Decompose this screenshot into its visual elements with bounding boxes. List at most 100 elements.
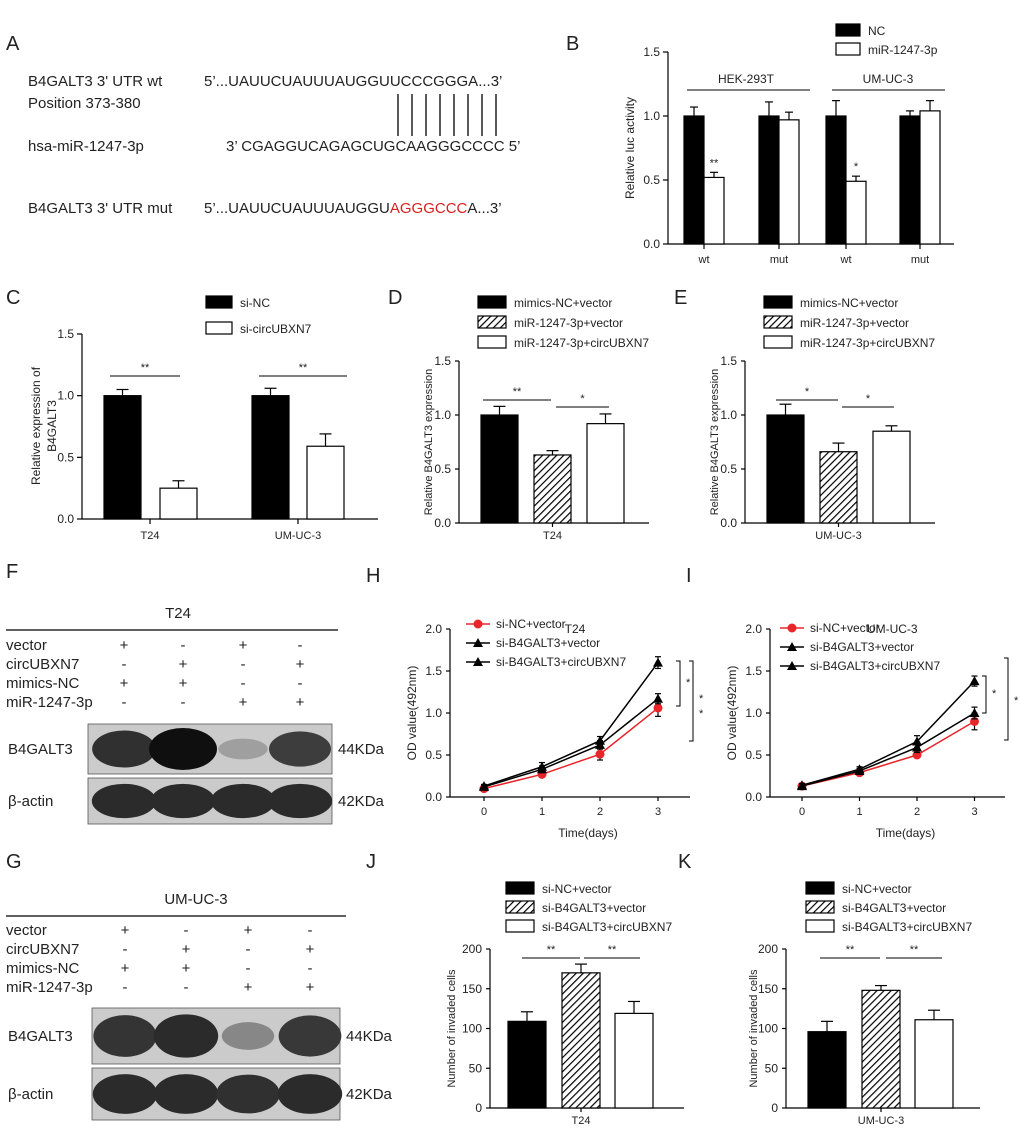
legend-label: si-circUBXN7	[240, 322, 312, 336]
data-point	[653, 703, 663, 713]
protein-band	[153, 1014, 219, 1058]
significance-mark: *	[580, 393, 585, 405]
panel-letter-a: A	[6, 33, 20, 55]
charts-layer: 0.00.51.01.5wt mut wt mut** *HEK-293T UM-UC-3…	[29, 23, 1019, 1127]
y-tick-label: 1.0	[57, 389, 74, 403]
panel-j-chart: 0 50 100 150 200 T24 ** ** Number of invaded cel…	[446, 881, 684, 1127]
legend-swatch	[835, 42, 861, 56]
bar-mir-1247-3p-circubxn7	[586, 423, 625, 524]
protein-band	[267, 783, 333, 819]
y-tick-label: 1.5	[745, 664, 762, 678]
bar-mir-1247-3p-circubxn7	[872, 430, 911, 524]
x-tick-label: UM-UC-3	[275, 530, 321, 542]
series-line	[801, 712, 975, 787]
panel-letter-g: G	[6, 851, 22, 873]
panel-letter-e: E	[674, 287, 687, 309]
legend-swatch	[477, 335, 507, 349]
y-tick-label: 2.0	[425, 622, 442, 636]
y-tick-label: 1.0	[643, 109, 660, 123]
mirna-label: hsa-miR-1247-3p	[28, 138, 144, 155]
y-tick-label: 0.5	[720, 462, 737, 476]
legend-label: si-B4GALT3+vector	[842, 901, 946, 915]
y-tick-label: 1.5	[643, 45, 660, 59]
binding-position: Position 373-380	[28, 95, 141, 112]
panel-letter-c: C	[6, 287, 20, 309]
significance-bracket	[676, 660, 681, 707]
legend-label: miR-1247-3p+vector	[800, 316, 909, 330]
y-tick-label: 1.5	[57, 327, 74, 341]
legend-swatch	[805, 900, 835, 914]
significance-mark: *	[854, 161, 859, 173]
panel-i-chart: 0.0 0.5 1.0 1.5 2.0 0 1 2 3 Time(days) OD value(49…	[725, 621, 1019, 840]
legend-label: si-NC+vector	[496, 617, 566, 631]
data-point	[595, 749, 605, 759]
y-tick-label: 100	[462, 1022, 482, 1036]
y-tick-label: 1.0	[745, 706, 762, 720]
treatment-sign: +	[121, 960, 130, 977]
y-axis-label: Relative expression of B4GALT3	[29, 366, 59, 485]
legend-swatch	[805, 919, 835, 933]
protein-band	[277, 1074, 343, 1114]
data-point	[653, 657, 663, 667]
protein-band	[278, 1015, 342, 1057]
data-point	[653, 693, 663, 703]
legend-swatch	[505, 919, 535, 933]
bar-si-b4galt3-circubxn7	[614, 1012, 654, 1109]
panel-letter-f: F	[6, 561, 18, 583]
legend-label: si-B4GALT3+circUBXN7	[842, 920, 972, 934]
x-tick-label: 3	[655, 806, 661, 818]
treatment-label: mimics-NC	[6, 675, 79, 692]
legend-label: si-B4GALT3+circUBXN7	[542, 920, 672, 934]
y-tick-label: 2.0	[745, 622, 762, 636]
x-tick-label: 0	[481, 806, 487, 818]
legend-swatch	[477, 315, 507, 329]
y-tick-label: 0.5	[745, 748, 762, 762]
x-tick-label: T24	[141, 530, 160, 542]
band-label: B4GALT3	[8, 741, 73, 758]
significance-mark: **	[710, 157, 719, 169]
y-tick-label: 0.0	[643, 237, 660, 251]
y-tick-label: 1.5	[425, 664, 442, 678]
treatment-sign: +	[120, 675, 129, 692]
treatment-sign: +	[296, 656, 305, 673]
band-label: β-actin	[8, 1086, 53, 1103]
legend-marker	[787, 623, 797, 633]
legend-label: si-NC+vector	[810, 621, 880, 635]
significance-mark: **	[299, 362, 308, 374]
panel-k-chart: 0 50 100 150 200 UM-UC-3 ** ** Number of invaded…	[748, 881, 980, 1127]
treatment-sign: +	[239, 694, 248, 711]
significance-mark: **	[910, 944, 919, 956]
data-point	[854, 764, 865, 774]
treatment-sign: +	[182, 960, 191, 977]
protein-band	[92, 730, 156, 768]
y-tick-label: 200	[758, 942, 778, 956]
bar-mir-1247-3p-vector	[819, 451, 858, 524]
data-point	[479, 781, 489, 791]
panel-a-alignment: B4GALT3 3' UTR wt 5’...UAUUCUAUUUAUGGUUC…	[28, 73, 521, 217]
significance-mark: *	[699, 693, 704, 705]
y-tick-label: 150	[758, 982, 778, 996]
legend-marker	[473, 619, 483, 629]
significance-mark: **	[846, 944, 855, 956]
y-tick-label: 0.0	[57, 512, 74, 526]
legend-label: miR-1247-3p+circUBXN7	[800, 336, 935, 350]
bar-si-b4galt3-vector	[861, 989, 901, 1109]
x-tick-label: wt	[698, 254, 710, 266]
y-tick-label: 50	[469, 1061, 483, 1075]
y-tick-label: 150	[462, 982, 482, 996]
blot-title: T24	[165, 605, 191, 622]
y-tick-label: 100	[758, 1022, 778, 1036]
protein-band	[221, 1022, 275, 1050]
panel-letter-i: I	[686, 565, 692, 587]
legend-label: miR-1247-3p+vector	[514, 316, 623, 330]
significance-bracket	[689, 660, 694, 742]
band-label: β-actin	[8, 793, 53, 810]
bar-si-nc-vector	[507, 1020, 547, 1109]
legend-label: si-NC	[240, 296, 270, 310]
bar-nc	[825, 115, 847, 245]
x-tick-label: 3	[971, 806, 977, 818]
bar-mimics-nc-vector	[766, 414, 805, 524]
panel-c-chart: 0.0 0.5 1.0 1.5 T24 UM-UC-3 ** ** Relative expre…	[29, 295, 378, 542]
treatment-sign: +	[179, 656, 188, 673]
y-axis-label: Number of invaded cells	[446, 969, 458, 1088]
